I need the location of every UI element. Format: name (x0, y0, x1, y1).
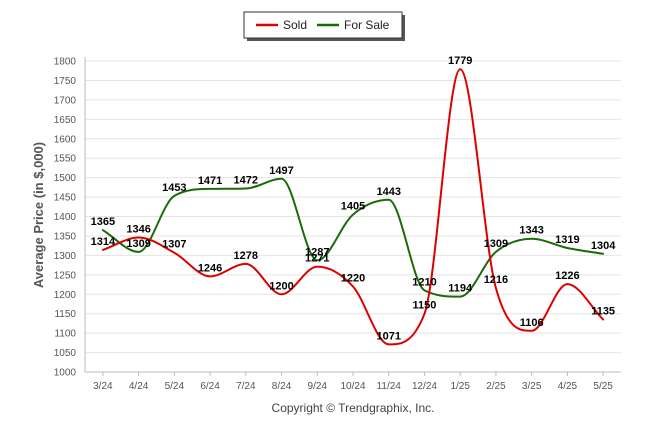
x-tick-label: 4/25 (558, 381, 578, 392)
for-sale-data-label: 1497 (269, 165, 293, 177)
x-tick-label: 7/24 (236, 381, 256, 392)
sold-data-label: 1216 (484, 274, 508, 286)
x-tick-label: 10/24 (340, 381, 365, 392)
y-tick-label: 1000 (54, 368, 77, 379)
y-axis-ticks: 1000 1050 1100 1150 1200 1250 1300 1350 1400 1450… (54, 57, 77, 379)
for-sale-data-label: 1304 (591, 240, 616, 252)
y-tick-label: 1100 (54, 329, 76, 340)
for-sale-series-line (101, 177, 605, 298)
x-axis-ticks: 3/24 4/24 5/24 6/24 7/24 8/24 9/24 10/24 11/24 12… (93, 372, 613, 392)
for-sale-data-label: 1365 (91, 216, 115, 228)
y-tick-label: 1400 (54, 212, 77, 223)
for-sale-data-label: 1453 (162, 182, 186, 194)
for-sale-data-label: 1405 (341, 201, 365, 213)
for-sale-data-label: 1210 (412, 276, 436, 288)
y-tick-label: 1200 (54, 290, 77, 301)
sold-data-label: 1271 (305, 253, 329, 265)
x-tick-label: 5/25 (593, 381, 613, 392)
x-tick-label: 12/24 (412, 381, 437, 392)
legend[interactable]: Sold For Sale (243, 11, 405, 41)
sold-data-label: 1135 (591, 306, 615, 318)
x-tick-label: 1/25 (450, 381, 470, 392)
for-sale-data-label: 1472 (234, 175, 258, 187)
series-lines (101, 68, 605, 346)
grid-lines (85, 60, 621, 373)
sold-data-label: 1150 (413, 300, 437, 312)
x-tick-label: 9/24 (308, 381, 328, 392)
for-sale-data-label: 1319 (555, 234, 579, 246)
copyright-footer: Copyright © Trendgraphix, Inc. (272, 401, 435, 415)
for-sale-data-label: 1443 (376, 186, 400, 198)
sold-data-label: 1071 (376, 330, 400, 342)
y-tick-label: 1050 (54, 348, 77, 359)
for-sale-data-label: 1343 (519, 225, 543, 237)
x-tick-label: 2/25 (486, 381, 506, 392)
y-tick-label: 1250 (54, 270, 77, 281)
sold-series-line (101, 68, 605, 346)
y-tick-label: 1700 (54, 95, 77, 106)
for-sale-data-label: 1309 (126, 238, 150, 250)
sold-data-label: 1200 (269, 280, 293, 292)
x-tick-label: 3/24 (93, 381, 113, 392)
y-tick-label: 1600 (54, 134, 77, 145)
y-tick-label: 1450 (54, 193, 77, 204)
y-axis-label: Average Price (in $,000) (31, 142, 46, 288)
sold-data-label: 1307 (162, 239, 186, 251)
x-tick-label: 4/24 (129, 381, 149, 392)
for-sale-data-label: 1471 (198, 175, 222, 187)
y-tick-label: 1650 (54, 115, 77, 126)
data-labels: 1314 1346 1307 1246 1278 1200 1271 1220 1071 1150… (91, 55, 617, 342)
y-tick-label: 1300 (54, 251, 77, 262)
sold-data-label: 1779 (448, 55, 472, 67)
legend-sold-label: Sold (283, 18, 307, 32)
for-sale-data-label: 1287 (305, 246, 329, 258)
sold-data-label: 1314 (91, 236, 116, 248)
sold-data-label: 1226 (555, 270, 579, 282)
x-tick-label: 6/24 (200, 381, 220, 392)
for-sale-data-label: 1194 (448, 283, 473, 295)
y-tick-label: 1750 (54, 76, 77, 87)
x-tick-label: 8/24 (272, 381, 292, 392)
x-tick-label: 3/25 (522, 381, 542, 392)
sold-data-label: 1106 (520, 317, 544, 329)
sold-data-label: 1346 (126, 223, 150, 235)
y-tick-label: 1550 (54, 154, 77, 165)
sold-data-label: 1246 (198, 262, 222, 274)
x-tick-label: 11/24 (377, 381, 402, 392)
legend-for-sale-label: For Sale (344, 18, 390, 32)
y-tick-label: 1800 (54, 57, 77, 68)
y-tick-label: 1150 (54, 309, 76, 320)
y-tick-label: 1350 (54, 231, 77, 242)
for-sale-data-label: 1309 (484, 238, 508, 250)
sold-data-label: 1278 (234, 250, 258, 262)
sold-data-label: 1220 (341, 272, 365, 284)
x-tick-label: 5/24 (165, 381, 185, 392)
y-tick-label: 1500 (54, 173, 77, 184)
